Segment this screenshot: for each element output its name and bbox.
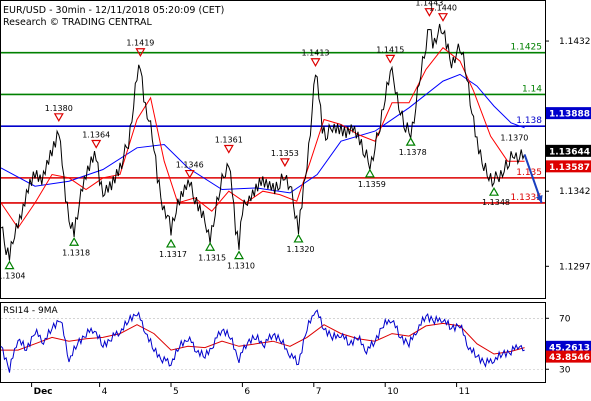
x-axis-tick-label: 5: [173, 387, 179, 397]
rsi-value-box: [546, 350, 591, 363]
swing-high-marker: [385, 54, 396, 64]
swing-high-label: 1.1415: [376, 45, 404, 54]
swing-high-label: 1.1440: [429, 4, 457, 13]
swing-high-marker: [53, 113, 64, 123]
swing-low-marker: [488, 186, 500, 196]
swing-low-label: 1.1315: [198, 253, 226, 262]
swing-low-label: 1.1378: [399, 148, 427, 157]
rsi-y-tick-label: 30: [559, 365, 571, 375]
price-value-box-label: 1.13888: [549, 110, 590, 120]
price-value-box: [546, 160, 591, 173]
price-y-tick-label: 1.1297: [559, 262, 591, 272]
x-axis-tick-label: 6: [244, 387, 250, 397]
price-layer: 1.1425 1.14 1.138 1.135 1.1335 1.1304 1.1380 1.…: [0, 0, 591, 281]
x-axis-tick-label: 11: [459, 387, 470, 397]
level-label-pivot: 1.138: [516, 116, 542, 126]
swing-low-marker: [364, 168, 375, 178]
swing-high-marker: [135, 48, 146, 57]
rsi-value-box-label: 43.8546: [549, 353, 590, 363]
level-label-resistance: 1.1425: [511, 43, 543, 53]
pivot-target-label: 1.1370: [500, 133, 528, 142]
swing-low-marker: [233, 250, 245, 260]
x-axis-tick-label: 4: [102, 387, 108, 397]
swing-low-label: 1.1348: [482, 198, 510, 207]
rsi-panel-frame: [0, 302, 546, 383]
forecast-arrow-line: [523, 154, 543, 204]
rsi-moving-average-line: [1, 322, 525, 355]
forecast-arrow-head: [535, 194, 543, 203]
swing-high-label: 1.1361: [215, 136, 243, 145]
swing-low-label: 1.1320: [287, 245, 315, 254]
chart-header-source: Research © TRADING CENTRAL: [3, 17, 152, 28]
swing-high-marker: [223, 144, 234, 154]
rsi-y-tick-label: 70: [559, 314, 571, 324]
swing-high-marker: [279, 158, 290, 168]
rsi-value-box: [546, 340, 591, 353]
x-axis: Dec 4 5 6 7 10 11: [31, 383, 470, 397]
swing-high-label: 1.1413: [302, 49, 330, 58]
swing-high-label: 1.1443: [415, 0, 443, 8]
price-panel-frame: [0, 0, 546, 299]
chart-header-title: EUR/USD - 30min - 12/11/2018 05:20:09 (C…: [3, 5, 224, 16]
swing-low-marker: [69, 237, 80, 246]
swing-high-marker: [424, 8, 435, 17]
swing-low-label: 1.1310: [227, 262, 255, 271]
swing-low-label: 1.1359: [358, 180, 386, 189]
swing-high-label: 1.1364: [82, 131, 110, 140]
swing-low-marker: [293, 233, 304, 243]
level-label-resistance: 1.14: [522, 84, 542, 94]
price-value-box: [546, 144, 591, 157]
swing-high-marker: [184, 169, 195, 179]
price-y-tick-label: 1.1432: [559, 37, 591, 47]
swing-low-marker: [165, 238, 177, 248]
swing-high-label: 1.1346: [176, 161, 204, 170]
swing-low-marker: [205, 242, 216, 251]
swing-low-marker: [4, 260, 15, 270]
swing-high-marker: [91, 139, 102, 149]
price-value-box-label: 1.13587: [549, 163, 590, 173]
rsi-value-box-label: 45.2613: [549, 343, 590, 353]
swing-low-marker: [405, 136, 416, 146]
rsi-line: [0, 309, 525, 373]
swing-low-label: 1.1304: [0, 272, 26, 281]
swing-high-label: 1.1419: [126, 39, 154, 48]
price-value-box: [546, 107, 591, 120]
swing-low-label: 1.1318: [62, 248, 90, 257]
x-axis-tick-label: 7: [316, 387, 322, 397]
fast-moving-average-line: [0, 46, 525, 229]
x-axis-tick-label: 10: [387, 387, 399, 397]
swing-high-label: 1.1353: [271, 149, 299, 158]
level-label-support: 1.1335: [511, 193, 543, 203]
slow-moving-average-line: [0, 73, 525, 194]
swing-high-marker: [310, 58, 321, 67]
price-value-box-label: 1.13644: [549, 147, 590, 157]
level-label-support: 1.135: [516, 168, 542, 178]
swing-low-label: 1.1317: [159, 250, 187, 259]
price-line: [0, 23, 526, 261]
rsi-panel-title: RSI14 - 9MA: [3, 306, 59, 316]
price-y-tick-label: 1.1342: [559, 187, 591, 197]
x-axis-tick-label: Dec: [34, 387, 53, 397]
swing-high-label: 1.1380: [45, 104, 73, 113]
swing-high-marker: [437, 13, 449, 22]
